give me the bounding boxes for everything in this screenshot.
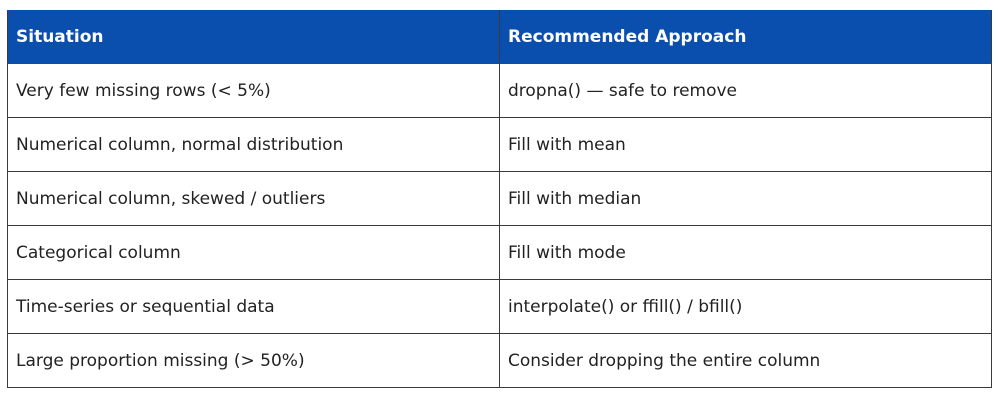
- table-row: Numerical column, skewed / outliers Fill …: [7, 171, 992, 226]
- table-row: Very few missing rows (< 5%) dropna() — s…: [7, 63, 992, 118]
- table-cell: Time-series or sequential data: [7, 279, 500, 334]
- table-cell: Numerical column, normal distribution: [7, 117, 500, 172]
- header-cell: Situation: [7, 10, 500, 64]
- table-row: Numerical column, normal distribution Fil…: [7, 117, 992, 172]
- header-cell: Recommended Approach: [499, 10, 992, 64]
- table-cell: Categorical column: [7, 225, 500, 280]
- table-body: Very few missing rows (< 5%) dropna() — s…: [7, 63, 992, 388]
- table-cell: interpolate() or ffill() / bfill(): [499, 279, 992, 334]
- table-row: Large proportion missing (> 50%) Consider…: [7, 333, 992, 388]
- table-row: Categorical column Fill with mode: [7, 225, 992, 280]
- table-cell: Consider dropping the entire column: [499, 333, 992, 388]
- table-cell: dropna() — safe to remove: [499, 63, 992, 118]
- table-row: Time-series or sequential data interpolat…: [7, 279, 992, 334]
- table-cell: Very few missing rows (< 5%): [7, 63, 500, 118]
- table-cell: Fill with median: [499, 171, 992, 226]
- table-cell: Large proportion missing (> 50%): [7, 333, 500, 388]
- table-cell: Fill with mean: [499, 117, 992, 172]
- table-cell: Fill with mode: [499, 225, 992, 280]
- table: Situation Recommended Approach Very few m…: [7, 10, 992, 388]
- header-row: Situation Recommended Approach: [7, 10, 992, 64]
- table-cell: Numerical column, skewed / outliers: [7, 171, 500, 226]
